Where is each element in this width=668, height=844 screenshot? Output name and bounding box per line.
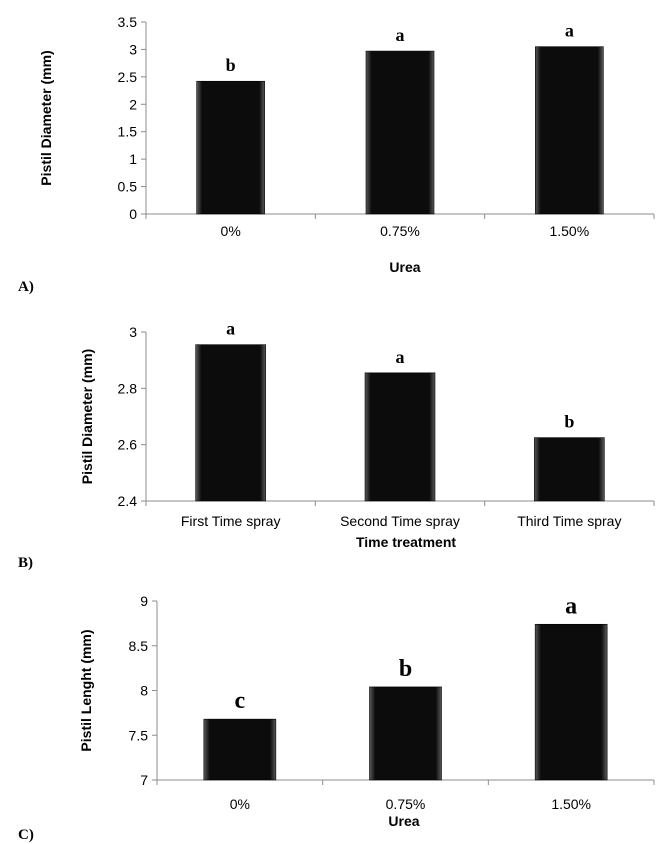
bar (195, 344, 266, 502)
x-axis-title: Time treatment (356, 534, 456, 550)
bar (534, 437, 605, 502)
panel-label: B) (18, 555, 33, 571)
significance-letter: a (396, 347, 405, 367)
x-tick-label: 1.50% (549, 223, 589, 239)
y-tick-label: 1.5 (118, 124, 138, 140)
y-tick-label: 0.5 (118, 179, 138, 195)
bar (369, 686, 442, 781)
bar (534, 623, 608, 781)
significance-letter: a (396, 25, 405, 45)
y-tick-label: 0 (129, 206, 137, 222)
y-tick-label: 2.4 (118, 493, 138, 509)
y-tick-label: 2.6 (118, 437, 138, 453)
significance-letter: a (565, 21, 574, 41)
panel-label: C) (18, 827, 34, 843)
y-tick-label: 9 (140, 593, 148, 609)
y-axis-title: Pistil Diameter (mm) (38, 50, 54, 185)
bar (535, 46, 604, 215)
x-tick-label: First Time spray (181, 513, 281, 529)
bar (365, 50, 435, 215)
x-tick-label: 0.75% (380, 223, 420, 239)
bar (196, 80, 265, 215)
y-axis-title: Pistil Lenght (mm) (78, 629, 94, 751)
x-axis-title: Urea (388, 813, 419, 829)
bar (203, 718, 277, 781)
significance-letter: b (564, 412, 574, 432)
significance-letter: b (226, 55, 236, 75)
y-axis-title: Pistil Diameter (mm) (79, 349, 95, 484)
x-axis-title: Urea (389, 259, 420, 275)
panel-label: A) (18, 279, 34, 295)
significance-letter: b (399, 656, 412, 682)
significance-letter: a (226, 319, 235, 339)
y-tick-label: 3.5 (118, 14, 138, 30)
y-tick-label: 7 (140, 772, 148, 788)
y-tick-label: 8.5 (129, 638, 149, 654)
y-tick-label: 2.5 (118, 69, 138, 85)
x-tick-label: 0% (221, 223, 241, 239)
chart-panel-3: 7 7.5 8 8.5 9 0% c 0.75% b 1.50% a Urea Pistil Lengh… (18, 593, 655, 843)
y-tick-label: 3 (129, 41, 137, 57)
x-tick-label: 0.75% (386, 796, 426, 812)
y-tick-label: 3 (129, 324, 137, 340)
chart-panel-2: 2.4 2.6 2.8 3 First Time spray a Second Time s… (18, 319, 655, 571)
y-tick-label: 2 (129, 96, 137, 112)
y-tick-label: 1 (129, 151, 137, 167)
x-tick-label: Second Time spray (340, 513, 460, 529)
chart-panel-1: 0 0.5 1 1.5 2 2.5 3 3.5 0% b 0.75% a 1.50% a Urea Pisti… (18, 14, 655, 295)
x-tick-label: Third Time spray (517, 513, 621, 529)
y-tick-label: 2.8 (118, 380, 138, 396)
significance-letter: a (565, 593, 577, 619)
significance-letter: c (235, 688, 246, 714)
x-tick-label: 0% (230, 796, 250, 812)
x-tick-label: 1.50% (551, 796, 591, 812)
y-tick-label: 7.5 (129, 727, 149, 743)
y-tick-label: 8 (140, 683, 148, 699)
bar (364, 372, 436, 502)
